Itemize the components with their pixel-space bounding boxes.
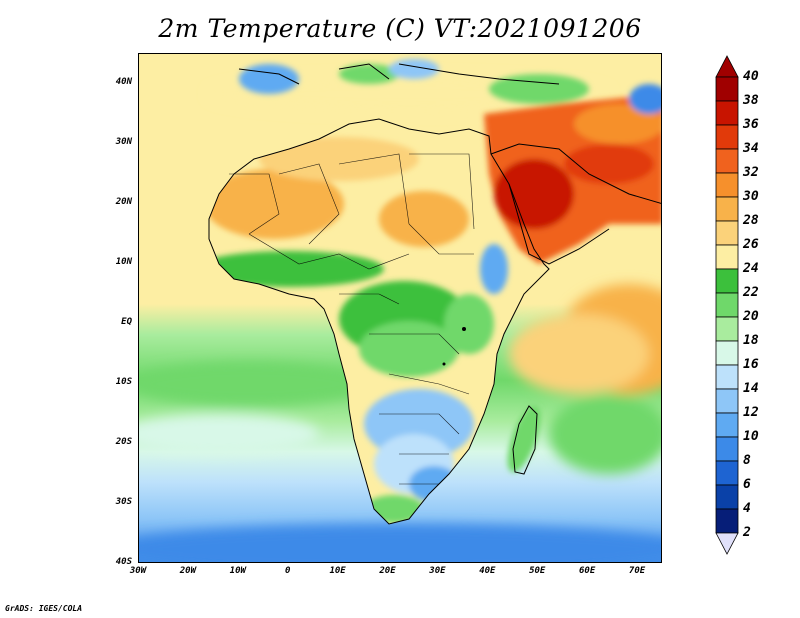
east-indian-ocean [549,394,661,474]
colorbar-bin [715,484,739,510]
colorbar-bin [715,388,739,414]
lon-tick-label: 0 [284,566,291,576]
colorbar-bin [715,76,739,102]
atlantic-green-band [139,362,369,406]
lat-tick-label: 40N [115,77,132,87]
lon-tick-label: 30E [429,566,446,576]
colorbar-bin [715,100,739,126]
colorbar-bin [715,316,739,342]
colorbar-tick-label: 24 [743,261,759,276]
colorbar-tick-label: 26 [743,237,759,252]
lon-tick-label: 30W [129,566,147,576]
sahel-green-band [209,251,384,287]
lon-tick-label: 70E [628,566,646,576]
lat-tick-label: 30S [115,497,132,507]
colorbar-tick-label: 4 [743,501,751,516]
lon-tick-label: 10W [229,566,246,576]
colorbar-bin [715,364,739,390]
lat-tick-label: 20N [115,197,132,207]
colorbar-tick-label: 32 [743,165,759,180]
italy-green [339,64,399,84]
colorbar-bin [715,340,739,366]
indian-ocean-warm-patch-2 [509,314,649,394]
colorbar-bin [715,508,739,534]
lon-tick-label: 20W [179,566,197,576]
sahara-warm-core [209,169,344,239]
colorbar-tick-label: 30 [743,189,759,204]
lon-tick-label: 60E [579,566,596,576]
credit-text: GrADS: IGES/COLA [5,604,83,613]
atlantic-light-band [139,414,319,454]
colorbar-tick-label: 34 [743,141,759,156]
congo-basin-light [359,321,459,377]
colorbar-bottom-arrow [715,532,739,555]
lon-tick-label: 40E [479,566,496,576]
colorbar-bin [715,244,739,270]
lat-tick-label: 40S [115,557,132,567]
colorbar-bin [715,148,739,174]
lake-tanganyika [442,362,446,366]
iran-plateau [574,104,661,144]
lon-tick-label: 10E [329,566,346,576]
colorbar [715,55,739,555]
arabia-coastline [490,143,661,265]
persian-gulf-hot [564,144,654,184]
lat-tick-label: 20S [115,437,132,447]
colorbar-tick-label: 18 [743,333,759,348]
sahara-east-core [379,191,469,247]
colorbar-tick-label: 10 [743,429,759,444]
colorbar-tick-label: 6 [743,477,751,492]
colorbar-tick-label: 12 [743,405,759,420]
colorbar-tick-label: 8 [743,453,751,468]
colorbar-tick-label: 28 [743,213,759,228]
colorbar-tick-label: 20 [743,309,759,324]
country-borders [229,153,475,485]
madagascar [507,405,541,473]
zagros-green [629,84,661,114]
colorbar-bin [715,172,739,198]
arabia-hot-core [494,159,574,229]
colorbar-tick-label: 38 [743,93,759,108]
colorbar-tick-label: 14 [743,381,759,396]
colorbar-bin [715,196,739,222]
colorbar-bin [715,268,739,294]
lat-tick-label: 10N [115,257,132,267]
lat-tick-label: 30N [115,137,132,147]
map-plot-area[interactable] [138,53,662,563]
colorbar-top-arrow [715,55,739,78]
colorbar-tick-label: 2 [743,525,751,540]
east-africa-green [444,294,494,354]
map-title: 2m Temperature (C) VT:2021091206 [158,14,642,43]
colorbar-bin [715,460,739,486]
colorbar-bin [715,124,739,150]
temperature-field [139,54,661,562]
south-ocean-deep [139,524,661,562]
colorbar-bin [715,292,739,318]
colorbar-bin [715,412,739,438]
turkey-cool [489,74,589,104]
madagascar-coastline [512,405,538,475]
lon-tick-label: 20E [379,566,396,576]
colorbar-tick-label: 22 [743,285,759,300]
iberia-cool [239,64,299,94]
lon-tick-label: 50E [529,566,546,576]
lat-tick-label: 10S [115,377,132,387]
colorbar-tick-label: 36 [743,117,759,132]
ethiopian-highlands-cool [480,244,508,294]
lat-tick-label: EQ [121,317,132,327]
colorbar-tick-label: 40 [743,69,759,84]
mediterranean-north-coast [238,63,560,85]
colorbar-tick-label: 16 [743,357,759,372]
sahara-north-warm [259,137,419,181]
colorbar-bin [715,436,739,462]
lake-victoria [462,327,466,331]
colorbar-bin [715,220,739,246]
